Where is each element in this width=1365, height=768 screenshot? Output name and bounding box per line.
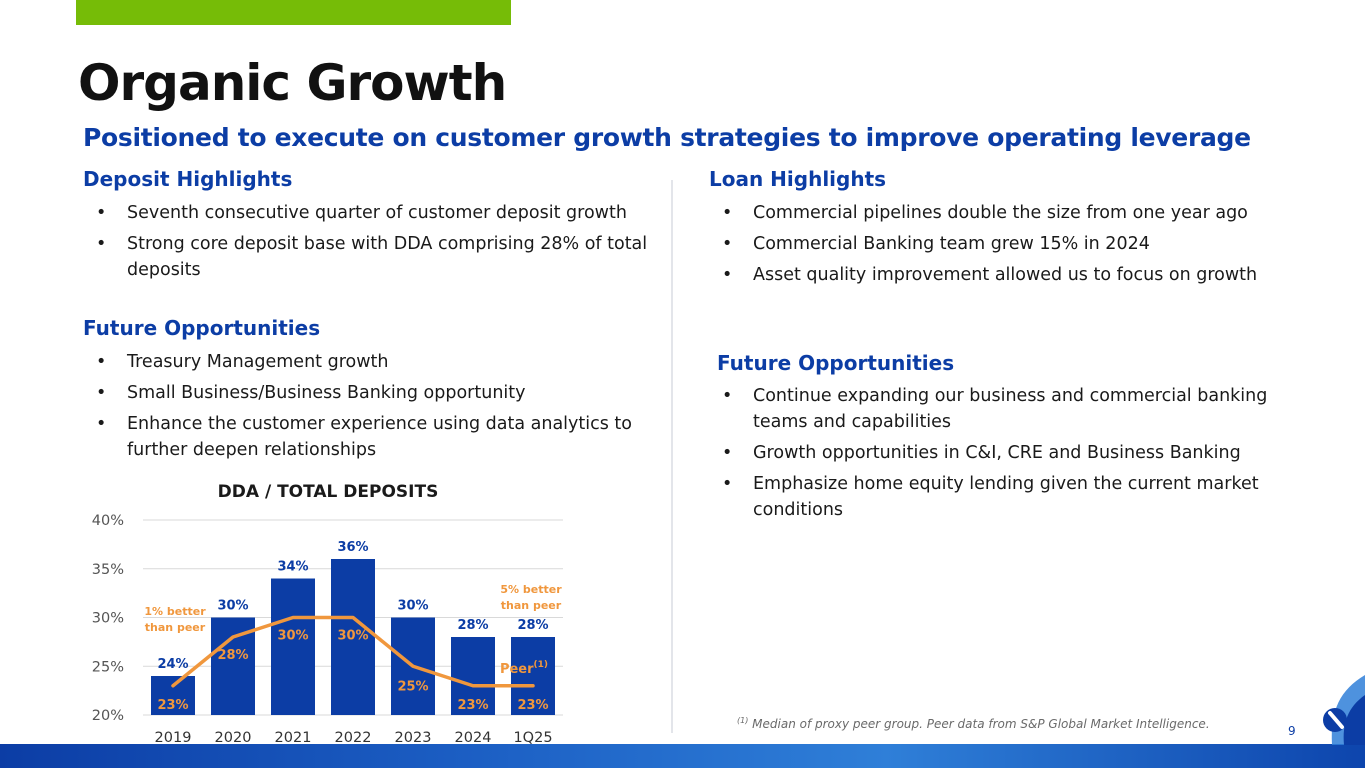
peer-data-label: 28% xyxy=(217,648,248,663)
bar xyxy=(331,559,375,715)
deposit-highlights-list: Seventh consecutive quarter of customer … xyxy=(83,200,663,288)
page-title: Organic Growth xyxy=(78,54,507,112)
bar-data-label: 28% xyxy=(457,618,488,633)
bar-data-label: 24% xyxy=(157,657,188,672)
footnote: (1) Median of proxy peer group. Peer dat… xyxy=(737,716,1210,731)
x-tick-label: 2020 xyxy=(215,730,252,746)
list-item: Continue expanding our business and comm… xyxy=(709,383,1299,435)
loan-highlights-list: Commercial pipelines double the size fro… xyxy=(709,200,1309,293)
accent-bar xyxy=(76,0,511,25)
x-tick-label: 2019 xyxy=(155,730,192,746)
list-item: Commercial Banking team grew 15% in 2024 xyxy=(709,231,1309,257)
peer-data-label: 23% xyxy=(457,698,488,713)
right-future-opportunities-heading: Future Opportunities xyxy=(717,351,955,375)
list-item: Enhance the customer experience using da… xyxy=(83,411,663,463)
loan-highlights-heading: Loan Highlights xyxy=(709,167,887,191)
page-number: 9 xyxy=(1288,724,1296,738)
bar-data-label: 36% xyxy=(337,540,368,555)
bar xyxy=(271,578,315,715)
list-item: Emphasize home equity lending given the … xyxy=(709,471,1299,523)
x-tick-label: 1Q25 xyxy=(513,730,552,746)
list-item: Seventh consecutive quarter of customer … xyxy=(83,200,663,226)
list-item: Strong core deposit base with DDA compri… xyxy=(83,231,663,283)
peer-data-label: 30% xyxy=(337,629,368,644)
peer-data-label: 30% xyxy=(277,629,308,644)
ampersand-logo-icon xyxy=(1323,675,1365,745)
list-item: Treasury Management growth xyxy=(83,349,663,375)
chart-annotation: 1% better xyxy=(144,605,206,618)
x-tick-label: 2024 xyxy=(455,730,492,746)
x-tick-label: 2022 xyxy=(335,730,372,746)
x-tick-label: 2021 xyxy=(275,730,312,746)
list-item: Growth opportunities in C&I, CRE and Bus… xyxy=(709,440,1299,466)
column-divider xyxy=(671,180,673,733)
list-item: Asset quality improvement allowed us to … xyxy=(709,262,1309,288)
bottom-band xyxy=(0,744,1365,768)
y-tick-label: 30% xyxy=(92,611,124,627)
peer-data-label: 25% xyxy=(397,679,428,694)
page-subtitle: Positioned to execute on customer growth… xyxy=(83,123,1251,152)
dda-total-deposits-chart: DDA / TOTAL DEPOSITS 20% 25% 30% 35% 40% 24% 30… xyxy=(92,482,563,746)
list-item: Small Business/Business Banking opportun… xyxy=(83,380,663,406)
peer-data-label: 23% xyxy=(517,698,548,713)
peer-series-label: Peer(1) xyxy=(500,660,548,677)
chart-title: DDA / TOTAL DEPOSITS xyxy=(218,482,439,502)
bar xyxy=(511,637,555,715)
bar xyxy=(451,637,495,715)
chart-annotation: than peer xyxy=(145,621,206,634)
bar-data-label: 30% xyxy=(397,599,428,614)
bar-data-label: 30% xyxy=(217,599,248,614)
left-future-opportunities-list: Treasury Management growth Small Busines… xyxy=(83,349,663,468)
deposit-highlights-heading: Deposit Highlights xyxy=(83,167,293,191)
chart-annotation: 5% better xyxy=(500,583,562,596)
y-tick-label: 20% xyxy=(92,708,124,724)
y-tick-label: 35% xyxy=(92,562,124,578)
right-future-opportunities-list: Continue expanding our business and comm… xyxy=(709,383,1299,528)
bar-data-label: 28% xyxy=(517,618,548,633)
bar xyxy=(151,676,195,715)
footnote-mark: (1) xyxy=(737,716,749,725)
left-future-opportunities-heading: Future Opportunities xyxy=(83,316,321,340)
x-tick-label: 2023 xyxy=(395,730,432,746)
peer-data-label: 23% xyxy=(157,698,188,713)
chart-annotation: than peer xyxy=(501,599,562,612)
list-item: Commercial pipelines double the size fro… xyxy=(709,200,1309,226)
footnote-text: Median of proxy peer group. Peer data fr… xyxy=(748,717,1210,731)
bar-data-label: 34% xyxy=(277,560,308,575)
y-tick-label: 25% xyxy=(92,659,124,675)
y-tick-label: 40% xyxy=(92,513,124,529)
peer-series-line xyxy=(171,615,535,688)
